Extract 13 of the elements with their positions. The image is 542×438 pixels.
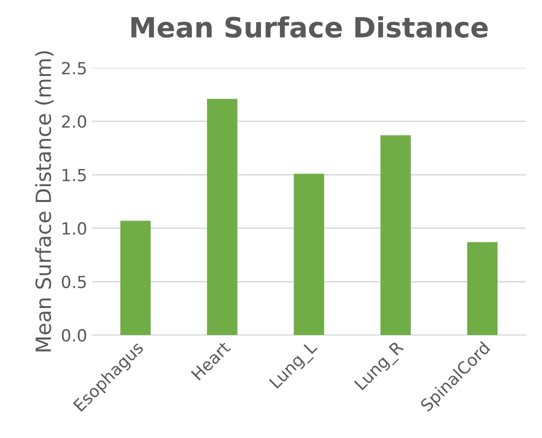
y-tick-label: 1.0: [62, 222, 86, 235]
bar: [467, 242, 498, 336]
y-axis-title: Mean Surface Distance (mm): [35, 51, 54, 352]
y-tick-label: 0.0: [62, 329, 86, 342]
bar: [380, 135, 411, 336]
bar: [294, 174, 324, 336]
y-tick-label: 2.0: [62, 115, 86, 128]
chart-title: Mean Surface Distance: [131, 16, 488, 38]
y-tick-label: 1.5: [62, 168, 86, 182]
bar: [207, 98, 238, 336]
bar: [120, 220, 151, 336]
y-tick-label: 2.5: [62, 62, 86, 74]
y-tick-label: 0.5: [62, 276, 86, 288]
